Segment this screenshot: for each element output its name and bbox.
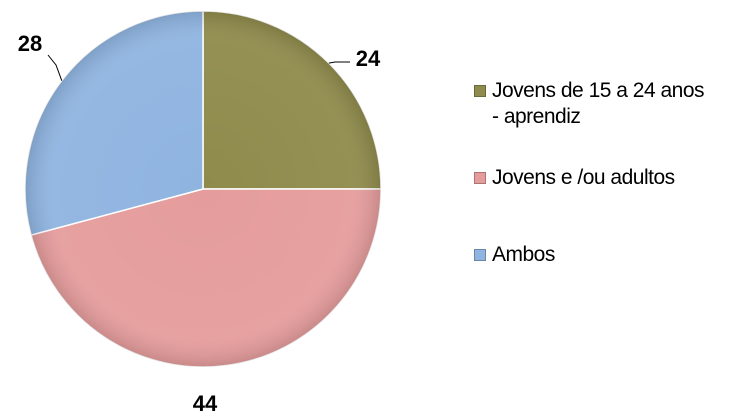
data-label: 24	[356, 46, 381, 71]
legend-label: Jovens e /ou adultos	[492, 166, 675, 189]
leader-line	[47, 54, 63, 81]
data-label: 44	[193, 391, 218, 416]
legend-label: Jovens de 15 a 24 anos - aprendiz	[492, 79, 705, 128]
legend-entry: Ambos	[474, 242, 707, 268]
legend-label: Ambos	[492, 243, 555, 266]
legend-swatch	[474, 85, 486, 97]
legend-swatch	[474, 172, 486, 184]
legend-entry: Jovens e /ou adultos	[474, 165, 707, 191]
leader-line	[328, 61, 350, 64]
data-label: 28	[18, 31, 42, 56]
pie-slice	[202, 10, 382, 190]
legend-entry: Jovens de 15 a 24 anos - aprendiz	[474, 78, 707, 130]
legend-swatch	[474, 249, 486, 261]
